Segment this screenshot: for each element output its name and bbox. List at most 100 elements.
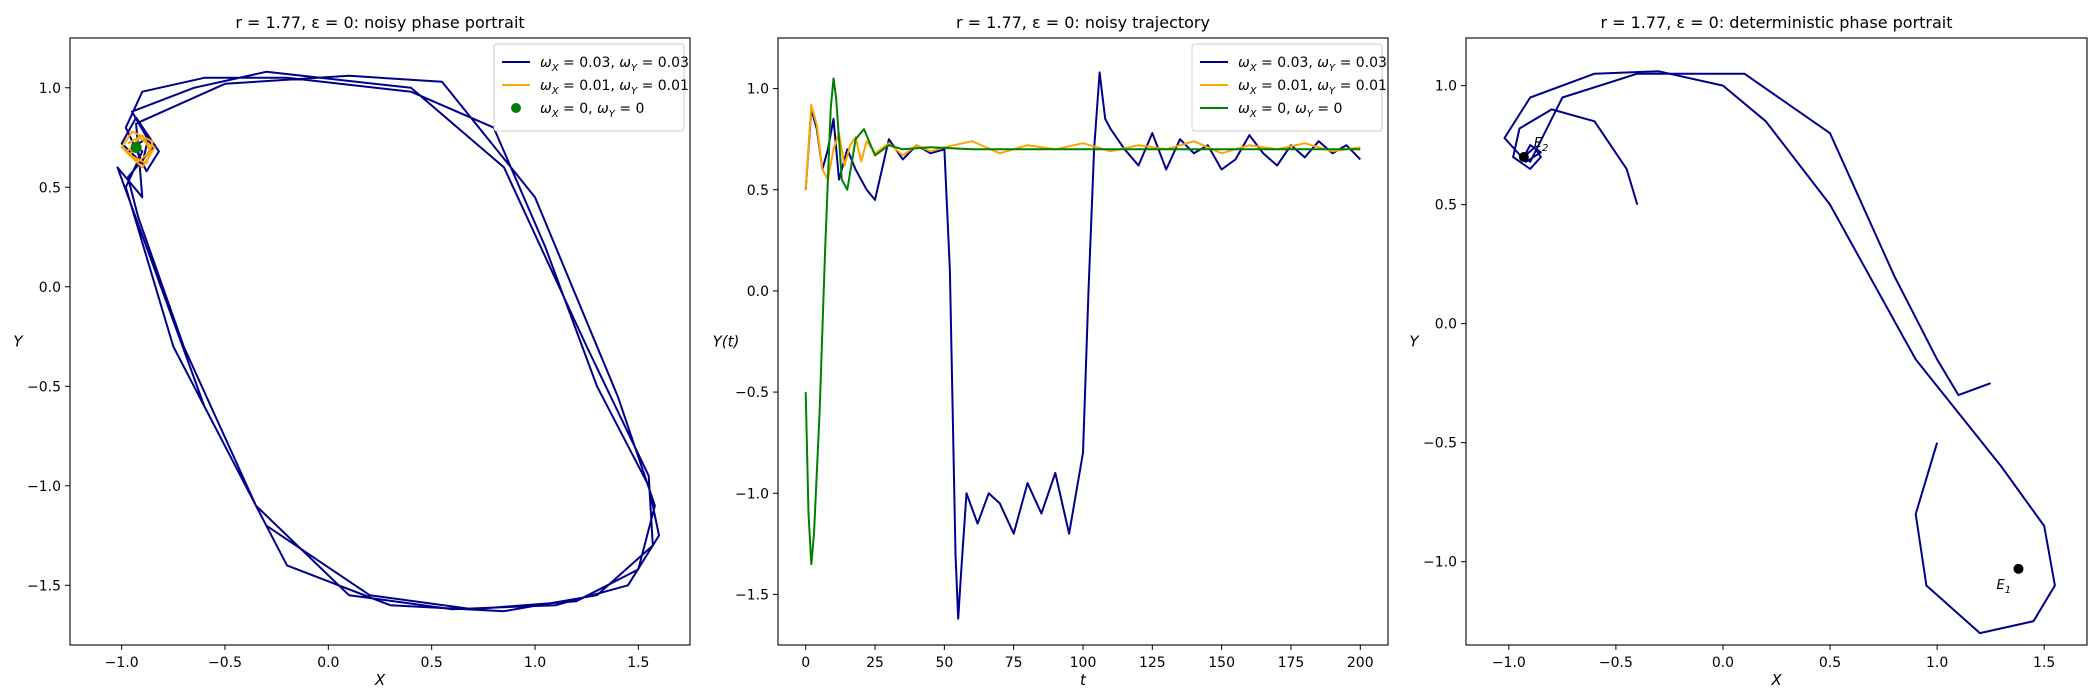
y-tick-label: 1.0 (747, 82, 769, 98)
x-tick-label: 50 (935, 655, 953, 671)
legend-label-part: Y (1307, 109, 1314, 120)
equilibrium-label-sub: 1 (2005, 585, 2011, 596)
axes-frame (1465, 37, 2088, 646)
legend-label-part: = 0.01 (1335, 78, 1387, 94)
y-tick-label: −0.5 (1423, 436, 1457, 452)
y-axis-label: Y (13, 333, 24, 351)
x-axis-label: X (1770, 671, 1782, 689)
equilibrium-label-1: E2 (1534, 136, 1549, 154)
equilibrium-point-1 (1518, 152, 1529, 163)
series-line-1 (1503, 70, 2056, 635)
legend-label-part: X (551, 86, 560, 97)
y-tick-label: 0.5 (1435, 198, 1457, 214)
equilibrium-label-0: E1 (1996, 578, 2011, 596)
y-tick-label: 0.0 (747, 284, 769, 300)
y-tick-label: −1.0 (735, 486, 769, 502)
y-tick-label: −1.5 (27, 578, 61, 594)
x-tick-label: 75 (1005, 655, 1023, 671)
legend-label-part: ω (1238, 55, 1250, 71)
legend-label-0: ωX = 0.03, ωY = 0.03 (1238, 55, 1387, 74)
x-tick-label: −1.0 (1492, 655, 1526, 671)
legend-label-2: ωX = 0, ωY = 0 (1238, 101, 1342, 120)
legend-label-part: X (1249, 86, 1258, 97)
legend-label-part: X (551, 109, 560, 120)
series-line-1 (120, 130, 156, 169)
y-tick-label: −0.5 (27, 379, 61, 395)
legend-label-part: Y (1329, 63, 1336, 74)
panel-noisy-phase-portrait: r = 1.77, ε = 0: noisy phase portrait −1.… (13, 13, 691, 689)
legend-label-part: ω (540, 55, 552, 71)
legend-label-part: = 0.01, (559, 78, 620, 94)
x-tick-label: −1.0 (105, 655, 139, 671)
x-tick-label: 0.0 (317, 655, 339, 671)
legend-label-part: ω (1238, 101, 1250, 117)
legend-label-part: Y (1329, 86, 1336, 97)
series-line-0 (804, 71, 1362, 620)
equilibrium-label-main: E (1996, 578, 2005, 593)
series-2-marker (130, 141, 142, 153)
axes-frame (69, 37, 691, 646)
x-tick-label: 200 (1347, 655, 1374, 671)
chart-title: r = 1.77, ε = 0: deterministic phase por… (1600, 13, 1952, 32)
legend-label-part: ω (1295, 101, 1307, 117)
legend-label-part: = 0.01 (637, 78, 689, 94)
legend-label-part: = 0.03, (559, 55, 620, 71)
panel-noisy-trajectory: r = 1.77, ε = 0: noisy trajectory 0 25 50 75… (713, 13, 1389, 689)
legend-label-part: = 0 (1313, 101, 1343, 117)
legend-label-part: = 0, (1257, 101, 1295, 117)
legend-label-part: = 0.03, (1257, 55, 1318, 71)
x-tick-label: 25 (866, 655, 884, 671)
y-tick-label: 0.0 (39, 280, 61, 296)
legend-label-part: = 0 (615, 101, 645, 117)
legend-box (1191, 43, 1383, 132)
chart-title: r = 1.77, ε = 0: noisy phase portrait (235, 13, 524, 32)
x-tick-label: 0 (801, 655, 810, 671)
legend-label-part: ω (619, 55, 631, 71)
legend-label-part: Y (631, 86, 638, 97)
y-tick-label: 1.0 (39, 81, 61, 97)
x-tick-label: 175 (1278, 655, 1305, 671)
legend-label-2: ωX = 0, ωY = 0 (540, 101, 644, 120)
legend-label-part: = 0, (559, 101, 597, 117)
y-tick-label: −1.5 (735, 587, 769, 603)
x-tick-label: 1.0 (524, 655, 546, 671)
y-tick-label: 1.0 (1435, 79, 1457, 95)
legend-label-part: ω (1317, 78, 1329, 94)
legend-label-part: Y (609, 109, 616, 120)
equilibrium-label-sub: 2 (1542, 143, 1548, 154)
legend-label-part: = 0.03 (637, 55, 689, 71)
chart-title: r = 1.77, ε = 0: noisy trajectory (956, 13, 1210, 32)
legend-label-part: ω (1317, 55, 1329, 71)
legend-label-part: ω (619, 78, 631, 94)
y-tick-label: 0.5 (39, 180, 61, 196)
legend-label-0: ωX = 0.03, ωY = 0.03 (540, 55, 689, 74)
x-tick-label: 100 (1070, 655, 1097, 671)
x-tick-label: 0.0 (1712, 655, 1734, 671)
legend-box (493, 43, 685, 132)
x-tick-label: 0.5 (1819, 655, 1841, 671)
legend-label-part: X (1249, 63, 1258, 74)
legend-label-part: X (551, 63, 560, 74)
x-tick-label: 125 (1139, 655, 1166, 671)
legend-label-part: ω (540, 101, 552, 117)
x-axis-label: t (1080, 671, 1087, 689)
x-tick-label: 1.5 (627, 655, 649, 671)
panel-deterministic-phase-portrait: r = 1.77, ε = 0: deterministic phase por… (1409, 13, 2088, 689)
y-tick-label: 0.0 (1435, 317, 1457, 333)
equilibrium-point-0 (2013, 563, 2024, 574)
legend-label-part: X (1249, 109, 1258, 120)
equilibrium-label-main: E (1534, 136, 1543, 151)
legend-label-part: Y (631, 63, 638, 74)
y-tick-label: −1.0 (27, 479, 61, 495)
x-tick-label: 0.5 (421, 655, 443, 671)
legend-label-part: = 0.03 (1335, 55, 1387, 71)
legend-label-1: ωX = 0.01, ωY = 0.01 (540, 78, 689, 97)
legend-label-part: ω (597, 101, 609, 117)
series-line-2 (804, 77, 1361, 566)
y-axis-label: Y (1409, 333, 1420, 351)
legend-label-part: ω (1238, 78, 1250, 94)
series-line-0 (116, 70, 660, 613)
x-tick-label: 1.0 (1926, 655, 1948, 671)
x-tick-label: 150 (1208, 655, 1235, 671)
